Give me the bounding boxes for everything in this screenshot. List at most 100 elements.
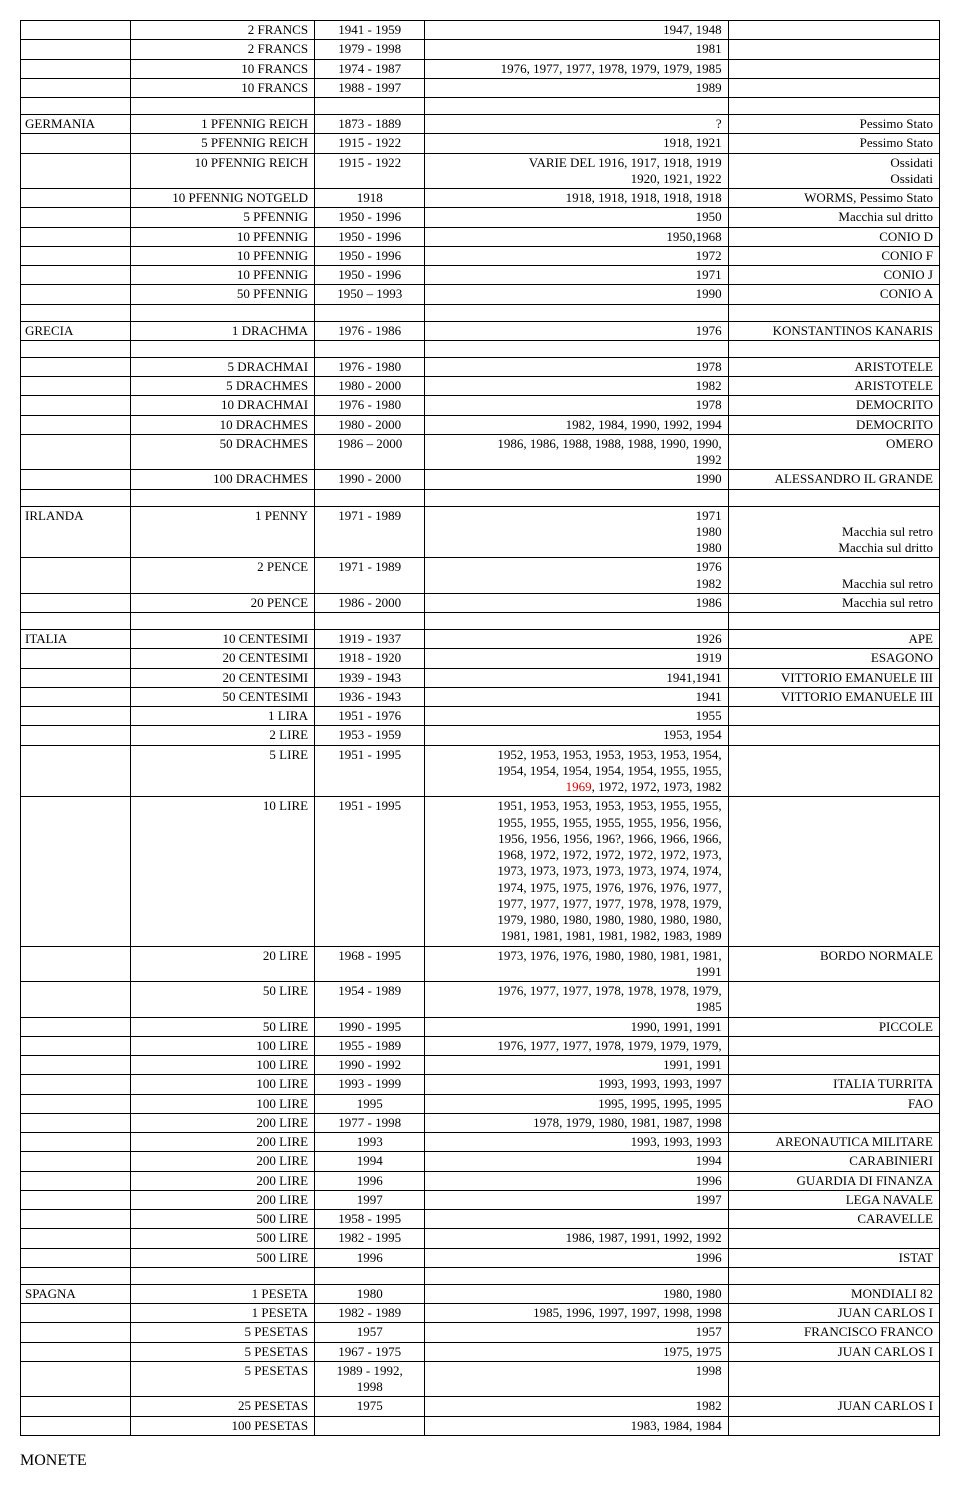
cell-country bbox=[21, 558, 131, 594]
cell-denomination: 10 PFENNIG bbox=[131, 227, 315, 246]
cell-years: 1952, 1953, 1953, 1953, 1953, 1953, 1954… bbox=[425, 745, 728, 797]
cell-denomination: 100 PESETAS bbox=[131, 1416, 315, 1435]
table-row: 2 PENCE1971 - 198919761982Macchia sul re… bbox=[21, 558, 940, 594]
cell-years: 1994 bbox=[425, 1152, 728, 1171]
table-row: 100 LIRE1955 - 19891976, 1977, 1977, 197… bbox=[21, 1036, 940, 1055]
cell-denomination: 2 FRANCS bbox=[131, 21, 315, 40]
table-row: 200 LIRE19931993, 1993, 1993AREONAUTICA … bbox=[21, 1133, 940, 1152]
cell-country bbox=[21, 1036, 131, 1055]
table-row: 500 LIRE1958 - 1995CARAVELLE bbox=[21, 1210, 940, 1229]
table-row: 2 FRANCS1941 - 19591947, 1948 bbox=[21, 21, 940, 40]
cell-denomination: 5 PESETAS bbox=[131, 1342, 315, 1361]
cell-range: 1996 bbox=[315, 1248, 425, 1267]
cell-years: 1973, 1976, 1976, 1980, 1980, 1981, 1981… bbox=[425, 946, 728, 982]
cell-country: ITALIA bbox=[21, 630, 131, 649]
cell-denomination: 200 LIRE bbox=[131, 1133, 315, 1152]
cell-denomination: 5 DRACHMAI bbox=[131, 357, 315, 376]
cell-country bbox=[21, 134, 131, 153]
cell-years: 1976 bbox=[425, 321, 728, 340]
cell-note: JUAN CARLOS I bbox=[728, 1304, 939, 1323]
coin-table: 2 FRANCS1941 - 19591947, 19482 FRANCS 197… bbox=[20, 20, 940, 1436]
cell-note: ARISTOTELE bbox=[728, 357, 939, 376]
cell-range: 1980 - 2000 bbox=[315, 415, 425, 434]
cell-note: Pessimo Stato bbox=[728, 115, 939, 134]
cell-years: 1996 bbox=[425, 1248, 728, 1267]
cell-years: 1986, 1987, 1991, 1992, 1992 bbox=[425, 1229, 728, 1248]
cell-note: CONIO J bbox=[728, 266, 939, 285]
cell-years: 1978 bbox=[425, 357, 728, 376]
cell-range: 1988 - 1997 bbox=[315, 78, 425, 97]
cell-denomination: 1 PFENNIG REICH bbox=[131, 115, 315, 134]
cell-note: Macchia sul dritto bbox=[728, 208, 939, 227]
cell-years: 1971 bbox=[425, 266, 728, 285]
cell-years: 1982 bbox=[425, 1397, 728, 1416]
table-row: 10 PFENNIG1950 - 19961972CONIO F bbox=[21, 246, 940, 265]
table-row: 10 FRANCS1988 - 19971989 bbox=[21, 78, 940, 97]
cell-note: OssidatiOssidati bbox=[728, 153, 939, 189]
cell-denomination: 10 DRACHMES bbox=[131, 415, 315, 434]
cell-range: 1954 - 1989 bbox=[315, 982, 425, 1018]
cell-country bbox=[21, 1056, 131, 1075]
table-row: 10 PFENNIG1950 - 19961971CONIO J bbox=[21, 266, 940, 285]
cell-denomination: 10 PFENNIG NOTGELD bbox=[131, 189, 315, 208]
cell-range: 1993 - 1999 bbox=[315, 1075, 425, 1094]
cell-country bbox=[21, 1397, 131, 1416]
cell-range: 1976 - 1986 bbox=[315, 321, 425, 340]
table-row: IRLANDA1 PENNY1971 - 1989197119801980Mac… bbox=[21, 506, 940, 558]
cell-country bbox=[21, 434, 131, 470]
cell-years: VARIE DEL 1916, 1917, 1918, 19191920, 19… bbox=[425, 153, 728, 189]
table-row: 100 LIRE1990 - 19921991, 1991 bbox=[21, 1056, 940, 1075]
cell-denomination: 200 LIRE bbox=[131, 1171, 315, 1190]
table-row: SPAGNA1 PESETA19801980, 1980MONDIALI 82 bbox=[21, 1284, 940, 1303]
table-row: 50 CENTESIMI1936 - 19431941VITTORIO EMAN… bbox=[21, 687, 940, 706]
cell-country bbox=[21, 59, 131, 78]
cell-years: 1976, 1977, 1977, 1978, 1979, 1979, 1979… bbox=[425, 1036, 728, 1055]
table-row: 200 LIRE19941994CARABINIERI bbox=[21, 1152, 940, 1171]
cell-note: ITALIA TURRITA bbox=[728, 1075, 939, 1094]
cell-note: Macchia sul retroMacchia sul dritto bbox=[728, 506, 939, 558]
cell-country: SPAGNA bbox=[21, 1284, 131, 1303]
table-row: 100 LIRE1993 - 19991993, 1993, 1993, 199… bbox=[21, 1075, 940, 1094]
cell-note: ARISTOTELE bbox=[728, 377, 939, 396]
cell-range: 1915 - 1922 bbox=[315, 153, 425, 189]
cell-country bbox=[21, 1152, 131, 1171]
table-row: 10 DRACHMES1980 - 20001982, 1984, 1990, … bbox=[21, 415, 940, 434]
cell-note: Macchia sul retro bbox=[728, 558, 939, 594]
cell-country bbox=[21, 707, 131, 726]
cell-note: VITTORIO EMANUELE III bbox=[728, 687, 939, 706]
cell-years: 1990 bbox=[425, 470, 728, 489]
cell-note: GUARDIA DI FINANZA bbox=[728, 1171, 939, 1190]
spacer-row bbox=[21, 489, 940, 506]
cell-country bbox=[21, 946, 131, 982]
cell-years: 1950 bbox=[425, 208, 728, 227]
cell-denomination: 50 DRACHMES bbox=[131, 434, 315, 470]
cell-denomination: 100 LIRE bbox=[131, 1056, 315, 1075]
cell-denomination: 5 DRACHMES bbox=[131, 377, 315, 396]
cell-country bbox=[21, 593, 131, 612]
spacer-row bbox=[21, 98, 940, 115]
table-row: 10 PFENNIG REICH1915 - 1922VARIE DEL 191… bbox=[21, 153, 940, 189]
cell-years bbox=[425, 1210, 728, 1229]
cell-range: 1919 - 1937 bbox=[315, 630, 425, 649]
cell-years: 19761982 bbox=[425, 558, 728, 594]
cell-denomination: 50 PFENNIG bbox=[131, 285, 315, 304]
cell-note bbox=[728, 982, 939, 1018]
cell-years: 1975, 1975 bbox=[425, 1342, 728, 1361]
cell-range: 1986 – 2000 bbox=[315, 434, 425, 470]
cell-country bbox=[21, 357, 131, 376]
cell-note: CONIO F bbox=[728, 246, 939, 265]
cell-range: 1968 - 1995 bbox=[315, 946, 425, 982]
cell-country bbox=[21, 1416, 131, 1435]
cell-denomination: 10 LIRE bbox=[131, 797, 315, 946]
table-row: 200 LIRE1977 - 19981978, 1979, 1980, 198… bbox=[21, 1113, 940, 1132]
cell-range: 1982 - 1995 bbox=[315, 1229, 425, 1248]
cell-years: 1919 bbox=[425, 649, 728, 668]
table-row: 25 PESETAS19751982JUAN CARLOS I bbox=[21, 1397, 940, 1416]
cell-denomination: 25 PESETAS bbox=[131, 1397, 315, 1416]
cell-range: 1941 - 1959 bbox=[315, 21, 425, 40]
cell-country bbox=[21, 189, 131, 208]
cell-years: 1926 bbox=[425, 630, 728, 649]
cell-range: 1994 bbox=[315, 1152, 425, 1171]
cell-denomination: 1 PESETA bbox=[131, 1284, 315, 1303]
cell-denomination: 200 LIRE bbox=[131, 1113, 315, 1132]
